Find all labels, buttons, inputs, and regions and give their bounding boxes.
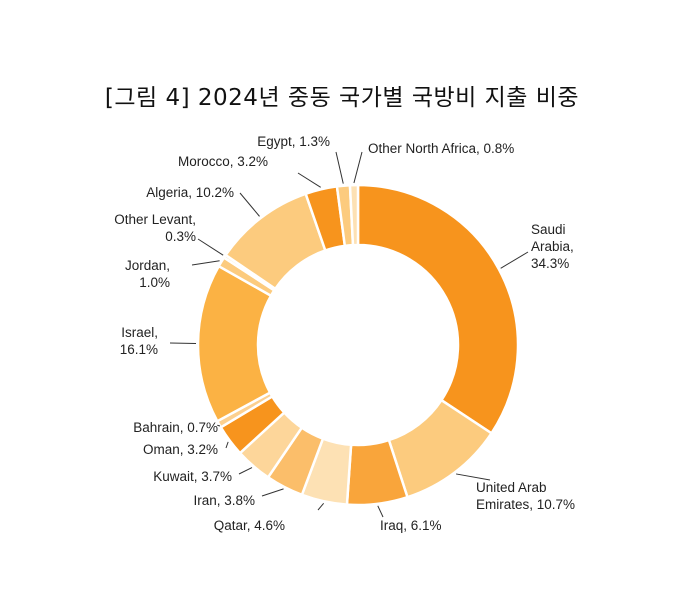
label-jordan: Jordan, 1.0% <box>125 258 170 290</box>
label-algeria: Algeria, 10.2% <box>146 185 234 200</box>
label-iraq: Iraq, 6.1% <box>380 518 442 533</box>
label-other-north-africa: Other North Africa, 0.8% <box>368 141 514 156</box>
label-united-arab-emirates: United Arab Emirates, 10.7% <box>476 480 575 512</box>
leader-morocco <box>297 172 321 188</box>
leader-bahrain <box>217 424 221 427</box>
leader-other-levant <box>197 238 224 256</box>
leader-egypt <box>335 151 344 184</box>
labels-group: Saudi Arabia, 34.3% United Arab Emirates, 10… <box>114 134 575 533</box>
leader-iraq <box>377 505 384 518</box>
label-kuwait: Kuwait, 3.7% <box>153 469 232 484</box>
leader-kuwait <box>238 467 253 475</box>
label-qatar: Qatar, 4.6% <box>214 518 285 533</box>
leader-other-north-africa <box>353 151 363 184</box>
leader-qatar <box>317 502 325 511</box>
label-iran: Iran, 3.8% <box>193 493 255 508</box>
label-oman: Oman, 3.2% <box>143 442 218 457</box>
leader-iran <box>261 488 284 497</box>
leader-united-arab-emirates <box>455 473 491 481</box>
leader-jordan <box>191 260 220 266</box>
label-egypt: Egypt, 1.3% <box>257 134 330 149</box>
leader-oman <box>225 441 229 449</box>
slices-group <box>196 183 520 507</box>
label-bahrain: Bahrain, 0.7% <box>133 420 218 435</box>
leader-saudi-arabia <box>500 251 529 269</box>
slice-saudi-arabia <box>356 183 520 435</box>
label-israel: Israel, 16.1% <box>120 325 158 357</box>
leader-lines-group <box>169 151 529 518</box>
label-morocco: Morocco, 3.2% <box>178 154 268 169</box>
label-saudi-arabia: Saudi Arabia, 34.3% <box>531 222 574 271</box>
chart-title: [그림 4] 2024년 중동 국가별 국방비 지출 비중 <box>104 85 580 111</box>
label-other-levant: Other Levant, 0.3% <box>114 212 196 244</box>
leader-algeria <box>239 192 260 217</box>
slice-other-north-africa <box>348 183 360 247</box>
